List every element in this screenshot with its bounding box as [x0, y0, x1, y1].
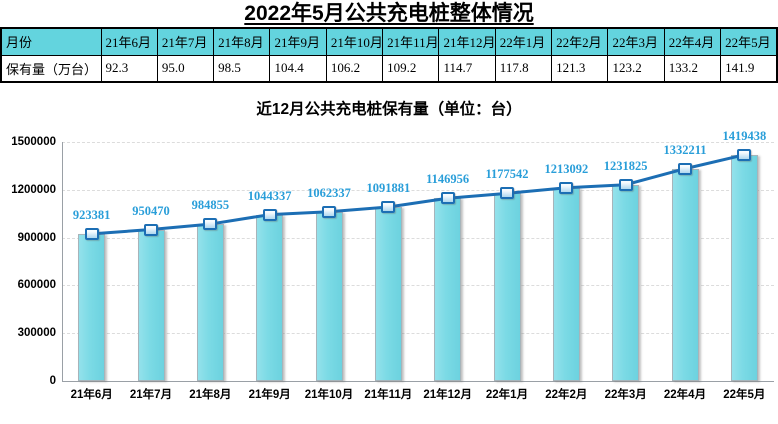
table-value-cell: 117.8	[494, 54, 553, 83]
data-label: 1419438	[722, 128, 767, 143]
summary-table: 月份 21年6月 21年7月 21年8月 21年9月 21年10月 21年11月 21年12月…	[0, 27, 778, 83]
y-axis-tick-label: 300000	[17, 327, 56, 340]
table-header-month: 22年4月	[663, 27, 722, 56]
y-axis-tick-label: 900000	[17, 231, 56, 244]
data-point-marker	[500, 187, 514, 200]
x-axis-tick-label: 22年4月	[663, 389, 707, 401]
bar	[374, 207, 402, 381]
table-value-cell: 95.0	[156, 54, 215, 83]
chart-section: 近12月公共充电桩保有量（单位：台） 0 300000 600000 900000 12…	[0, 99, 778, 423]
bar	[256, 214, 284, 381]
table-header-month: 21年7月	[156, 27, 215, 56]
data-point-marker	[144, 223, 158, 236]
data-point-marker	[203, 218, 218, 231]
bar	[434, 198, 462, 381]
x-axis-tick-label: 22年2月	[545, 389, 588, 401]
bar	[612, 184, 640, 381]
chart-plot: 0 300000 600000 900000 1200000 1500000 21年6月 21…	[0, 129, 778, 423]
y-axis-tick-label: 1500000	[11, 136, 56, 148]
bar	[730, 154, 758, 381]
table-header-row: 月份 21年6月 21年7月 21年8月 21年9月 21年10月 21年11月 21年12月…	[0, 27, 778, 56]
bar	[78, 233, 106, 381]
table-value-cell: 106.2	[325, 54, 384, 83]
data-label: 923381	[72, 207, 111, 222]
bar	[137, 229, 165, 381]
data-label: 1177542	[485, 167, 529, 182]
x-axis-tick-label: 21年7月	[129, 389, 173, 401]
data-point-marker	[618, 178, 633, 191]
x-axis-tick-label: 21年11月	[364, 389, 413, 401]
data-point-marker	[322, 205, 336, 218]
gridline	[62, 237, 774, 239]
x-axis-tick-label: 21年6月	[70, 389, 113, 401]
gridline	[62, 333, 774, 335]
data-label: 1231825	[603, 158, 648, 173]
data-label: 1213092	[544, 161, 589, 176]
data-point-marker	[678, 162, 692, 175]
chart-title: 近12月公共充电桩保有量（单位：台）	[256, 101, 522, 118]
data-label: 1332211	[663, 142, 707, 157]
table-header-label: 月份	[0, 27, 102, 56]
data-point-marker	[84, 227, 99, 240]
table-header-month: 22年3月	[607, 27, 665, 56]
y-axis-tick-label: 0	[49, 375, 56, 387]
data-label: 1146956	[426, 172, 470, 187]
table-header-month: 22年2月	[551, 27, 609, 56]
page-title: 2022年5月公共充电桩整体情况	[244, 2, 534, 25]
data-point-marker	[440, 192, 455, 205]
data-point-marker	[559, 181, 574, 194]
x-axis-tick-label: 21年12月	[423, 389, 472, 401]
y-axis-line	[62, 142, 63, 381]
table-row-label: 保有量（万台）	[0, 54, 102, 83]
table-header-month: 21年11月	[382, 27, 440, 56]
table-header-month: 21年6月	[100, 27, 158, 56]
table-value-cell: 114.7	[438, 54, 496, 83]
bar	[671, 168, 699, 381]
table-value-cell: 92.3	[100, 54, 158, 83]
summary-table-body: 月份 21年6月 21年7月 21年8月 21年9月 21年10月 21年11月 21年12月…	[0, 27, 778, 83]
x-axis-tick-label: 21年9月	[248, 389, 291, 401]
data-label: 1044337	[247, 188, 292, 203]
data-label: 984855	[191, 198, 230, 213]
y-axis-tick-label: 600000	[17, 279, 56, 292]
x-axis-tick-label: 21年10月	[304, 389, 354, 401]
gridline	[62, 285, 774, 287]
data-label: 1091881	[366, 181, 411, 196]
data-point-marker	[737, 148, 752, 161]
data-label: 950470	[132, 203, 170, 218]
table-value-cell: 123.2	[607, 54, 665, 83]
y-axis-tick-label: 1200000	[11, 183, 56, 196]
x-axis-line	[62, 381, 774, 382]
table-data-row: 保有量（万台） 92.3 95.0 98.5 104.4 106.2 109.2 114.7 1…	[0, 54, 778, 83]
table-header-month: 21年8月	[213, 27, 271, 56]
table-value-cell: 133.2	[663, 54, 722, 83]
table-header-month: 21年9月	[269, 27, 327, 56]
x-axis-tick-label: 22年3月	[604, 389, 647, 401]
bar	[315, 211, 343, 381]
table-header-month: 21年10月	[325, 27, 384, 56]
table-header-month: 22年5月	[720, 27, 778, 56]
table-value-cell: 98.5	[213, 54, 271, 83]
data-point-marker	[262, 208, 277, 221]
table-header-month: 22年1月	[494, 27, 553, 56]
gridline	[62, 142, 774, 143]
bar	[493, 193, 521, 381]
table-value-cell: 109.2	[382, 54, 440, 83]
table-value-cell: 121.3	[551, 54, 609, 83]
table-value-cell: 141.9	[720, 54, 778, 83]
x-axis-tick-label: 21年8月	[189, 389, 232, 401]
table-header-month: 21年12月	[438, 27, 496, 56]
data-point-marker	[381, 201, 396, 214]
x-axis-tick-label: 22年1月	[485, 389, 529, 401]
x-axis-tick-label: 22年5月	[723, 389, 766, 401]
bar	[196, 224, 224, 381]
data-label: 1062337	[307, 185, 351, 200]
table-value-cell: 104.4	[269, 54, 327, 83]
bar	[552, 187, 580, 381]
